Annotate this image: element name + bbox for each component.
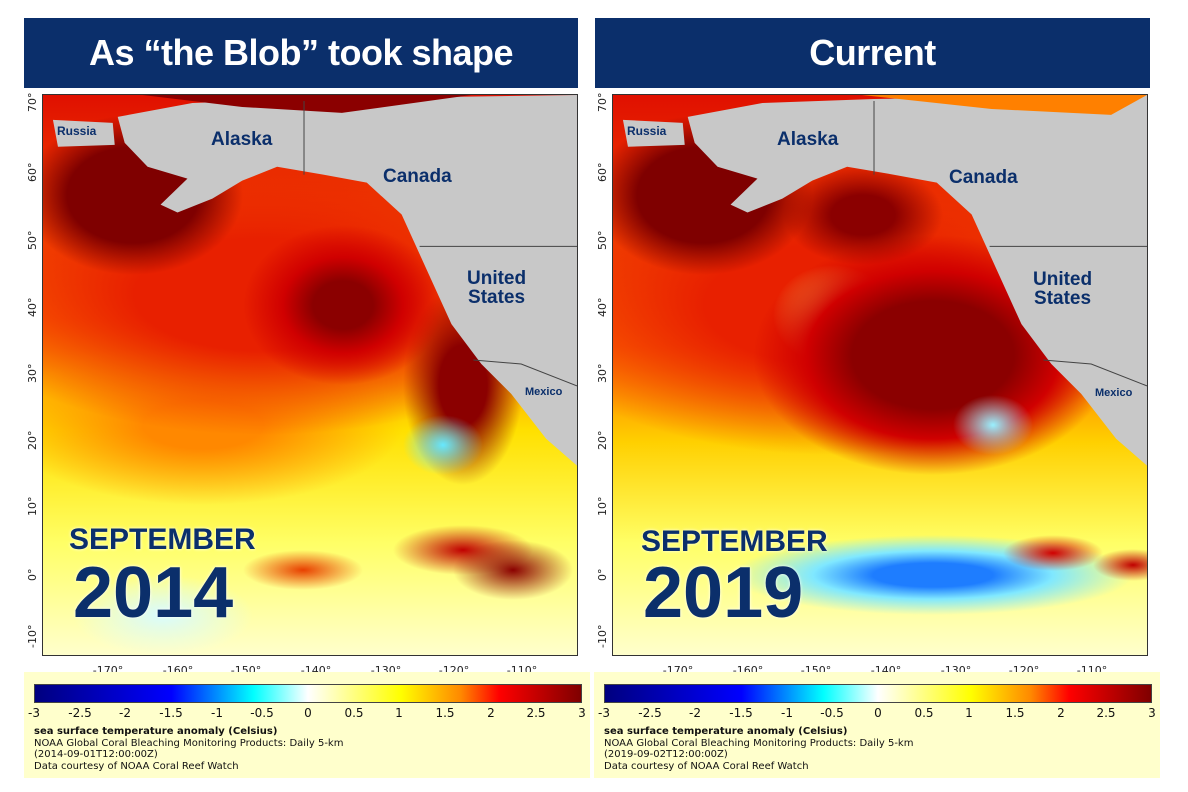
legend-caption: sea surface temperature anomaly (Celsius… — [34, 726, 343, 772]
legend-product: NOAA Global Coral Bleaching Monitoring P… — [604, 737, 914, 749]
label-united: United — [1033, 269, 1093, 290]
legend-variable: sea surface temperature anomaly (Celsius… — [604, 726, 848, 737]
colorbar-legend: -3 -2.5 -2 -1.5 -1 -0.5 0 0.5 1 1.5 2 2.… — [594, 672, 1160, 778]
label-states: States — [1034, 288, 1092, 309]
sst-anomaly-map: Russia Alaska Canada United States Mexico… — [42, 94, 578, 656]
panel-2019: Current Russia Alaska Canada United State… — [570, 0, 1160, 792]
lat-tick: 60° — [26, 162, 39, 183]
label-canada: Canada — [383, 166, 452, 187]
colorbar-tick: 0 — [304, 706, 312, 720]
label-russia: Russia — [57, 124, 97, 138]
month-label: SEPTEMBER — [641, 525, 828, 558]
lat-tick: -10° — [596, 624, 609, 648]
colorbar-tick: 2.5 — [526, 706, 546, 720]
lat-tick: 30° — [596, 363, 609, 384]
colorbar-tick: 0.5 — [344, 706, 364, 720]
colorbar-tick: -1 — [211, 706, 223, 720]
land-mask — [52, 95, 577, 466]
label-alaska: Alaska — [211, 129, 273, 150]
label-canada: Canada — [949, 167, 1018, 188]
legend-credit: Data courtesy of NOAA Coral Reef Watch — [34, 760, 239, 772]
month-label: SEPTEMBER — [69, 523, 256, 556]
colorbar-tick: 2.5 — [1096, 706, 1116, 720]
colorbar-tick: -1 — [781, 706, 793, 720]
label-alaska: Alaska — [777, 129, 839, 150]
colorbar — [604, 684, 1152, 703]
legend-variable: sea surface temperature anomaly (Celsius… — [34, 726, 278, 737]
colorbar-tick: -3 — [598, 706, 610, 720]
colorbar-tick: -3 — [28, 706, 40, 720]
label-mexico: Mexico — [1095, 387, 1133, 399]
colorbar-tick: -2 — [119, 706, 131, 720]
colorbar-tick: 2 — [1057, 706, 1065, 720]
colorbar-tick: 3 — [578, 706, 586, 720]
sst-anomaly-map: Russia Alaska Canada United States Mexico… — [612, 94, 1148, 656]
colorbar-tick: 2 — [487, 706, 495, 720]
panel-2014: As “the Blob” took shape Russia Alaska C… — [0, 0, 590, 792]
lat-tick: 10° — [596, 496, 609, 517]
colorbar-tick: -1.5 — [159, 706, 183, 720]
panel-title: As “the Blob” took shape — [24, 18, 578, 88]
lat-tick: 30° — [26, 363, 39, 384]
label-mexico: Mexico — [525, 386, 563, 398]
legend-product: NOAA Global Coral Bleaching Monitoring P… — [34, 737, 344, 749]
colorbar-tick: 3 — [1148, 706, 1156, 720]
colorbar — [34, 684, 582, 703]
colorbar-tick: 0 — [874, 706, 882, 720]
colorbar-legend: -3 -2.5 -2 -1.5 -1 -0.5 0 0.5 1 1.5 2 2.… — [24, 672, 590, 778]
colorbar-tick: -0.5 — [820, 706, 844, 720]
lat-tick: 70° — [26, 92, 39, 113]
lat-tick: 50° — [596, 230, 609, 251]
colorbar-tick: 1 — [395, 706, 403, 720]
lat-tick: -10° — [26, 624, 39, 648]
lat-tick: 0° — [596, 568, 609, 582]
lat-tick: 40° — [596, 297, 609, 318]
label-russia: Russia — [627, 124, 667, 138]
colorbar-tick: 0.5 — [914, 706, 934, 720]
legend-timestamp: (2019-09-02T12:00:00Z) — [604, 749, 728, 760]
lat-tick: 20° — [596, 430, 609, 451]
colorbar-tick: 1.5 — [435, 706, 455, 720]
lat-tick: 40° — [26, 297, 39, 318]
colorbar-tick: 1 — [965, 706, 973, 720]
label-states: States — [468, 287, 526, 308]
lat-tick: 50° — [26, 230, 39, 251]
lat-tick: 70° — [596, 92, 609, 113]
colorbar-tick: -2.5 — [68, 706, 92, 720]
year-label: 2019 — [643, 553, 804, 633]
label-united-states: United States — [467, 269, 526, 307]
lat-tick: 60° — [596, 162, 609, 183]
lat-tick: 10° — [26, 496, 39, 517]
year-label: 2014 — [73, 553, 234, 633]
label-united: United — [467, 268, 527, 289]
legend-credit: Data courtesy of NOAA Coral Reef Watch — [604, 760, 809, 772]
legend-timestamp: (2014-09-01T12:00:00Z) — [34, 749, 158, 760]
lat-tick: 0° — [26, 568, 39, 582]
lat-tick: 20° — [26, 430, 39, 451]
colorbar-tick: -1.5 — [729, 706, 753, 720]
land-mask — [622, 95, 1147, 466]
legend-caption: sea surface temperature anomaly (Celsius… — [604, 726, 913, 772]
panel-title: Current — [595, 18, 1150, 88]
colorbar-tick: -2 — [689, 706, 701, 720]
colorbar-tick: 1.5 — [1005, 706, 1025, 720]
label-united-states: United States — [1033, 270, 1092, 308]
colorbar-tick: -2.5 — [638, 706, 662, 720]
colorbar-tick: -0.5 — [250, 706, 274, 720]
